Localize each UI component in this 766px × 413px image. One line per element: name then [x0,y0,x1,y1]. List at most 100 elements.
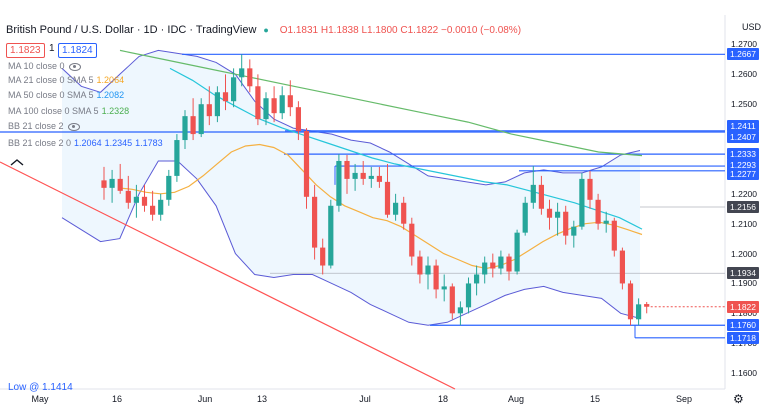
legend-row[interactable]: BB 21 close 2 [8,121,80,132]
candle-body [384,181,391,215]
price-tick-label: 1.1800 [731,308,757,319]
candle-body [579,178,585,227]
trend-line-segment [0,161,456,390]
price-tag: 1.2156 [727,200,759,213]
candle-body [538,184,544,209]
legend-label: MA 100 close 0 SMA 5 [8,106,99,116]
time-tick-label: Jul [359,394,371,404]
price-tag: 1.2667 [727,48,759,61]
price-tag: 1.2277 [727,167,759,180]
candle-body [109,178,115,188]
candle-body [441,286,447,290]
candles [101,54,650,326]
candle-body [320,247,326,266]
legend-label: MA 10 close 0 [8,61,65,71]
legend-value: 1.2064 [96,75,125,85]
candle-body [555,211,561,218]
candle-body [214,92,220,117]
candle-body [611,220,617,251]
candle-body [247,68,253,87]
price-tick-label: 1.2200 [731,188,757,199]
candle-body [287,95,293,108]
legend-row[interactable]: MA 21 close 0 SMA 5 1.2064 [8,75,124,86]
visibility-eye-icon[interactable] [67,122,80,131]
candle-body [158,199,164,215]
candle-body [376,175,382,182]
candle-body [303,131,310,197]
legend-row[interactable]: BB 21 close 2 0 1.2064 1.2345 1.1783 [8,138,163,149]
legend-value: 1.2345 [104,138,133,148]
price-tag: 1.2411 [727,119,759,132]
sell-button[interactable]: 1.1823 [6,43,45,58]
time-tick-label: 16 [111,394,123,404]
candle-body [401,202,407,224]
candle-body [344,160,350,179]
price-tag: 1.1934 [727,267,759,280]
candle-body [627,283,634,320]
price-tick-label: 1.1600 [731,368,757,379]
legend-value: 1.2082 [96,90,125,100]
time-tick-label: Jun [197,394,213,404]
candle-body [133,196,139,203]
low-label: Low @ 1.1414 [8,382,73,393]
collapse-arrow-icon[interactable] [10,159,24,167]
candle-body [636,304,642,320]
candle-body [619,250,625,284]
legend-row[interactable]: MA 100 close 0 SMA 5 1.2328 [8,106,129,117]
candle-body [101,180,107,188]
settings-gear-icon[interactable]: ⚙ [733,392,744,406]
visibility-eye-icon[interactable] [68,62,81,71]
trend-line[interactable] [0,161,456,390]
legend-row[interactable]: MA 50 close 0 SMA 5 1.2082 [8,90,124,101]
candle-body [409,223,415,257]
buy-button[interactable]: 1.1824 [58,43,97,58]
candle-body [141,196,148,206]
candle-body [644,304,650,307]
candle-body [587,178,593,200]
candle-body [182,116,188,141]
candle-body [498,256,504,269]
candle-body [279,95,285,114]
candle-body [563,211,569,236]
candle-body [295,107,301,132]
legend-value: 1.1783 [135,138,163,148]
legend-label: BB 21 close 2 [8,121,64,131]
symbol-header[interactable]: British Pound / U.S. Dollar · 1D · IDC ·… [6,24,521,36]
price-tag: 1.1760 [727,319,759,332]
time-tick-label: 15 [589,394,601,404]
candle-body [360,172,366,179]
candle-body [546,208,553,218]
candle-body [522,202,528,233]
candle-body [530,184,536,203]
legend-row[interactable]: MA 10 close 0 [8,61,81,72]
time-tick-label: Sep [675,394,693,404]
ma100-line [119,49,643,157]
candle-body [506,256,512,272]
candle-body [571,226,577,236]
bb-upper-line [61,49,641,186]
candle-body [206,104,212,117]
price-tick-label: 1.2500 [731,99,757,110]
price-tag: 1.2407 [727,130,759,143]
moving-averages [117,49,643,270]
candle-body [425,265,431,275]
legend-label: BB 21 close 2 0 [8,138,72,148]
candle-body [465,283,472,308]
candle-body [490,262,496,269]
candle-body [595,199,601,224]
candle-body [368,175,374,179]
candle-body [198,104,204,135]
legend-label: MA 21 close 0 SMA 5 [8,75,94,85]
candle-body [190,116,196,135]
quantity-field[interactable]: 1 [49,43,55,54]
candle-body [174,140,180,176]
candle-body [457,307,463,314]
symbol-title[interactable]: British Pound / U.S. Dollar · 1D · IDC ·… [6,24,257,36]
currency-label[interactable]: USD [742,22,762,32]
price-tag: 1.1718 [727,331,759,344]
candle-body [231,77,237,102]
time-tick-label: May [31,394,49,404]
candle-body [271,98,277,114]
price-tag: 1.2333 [727,148,759,161]
